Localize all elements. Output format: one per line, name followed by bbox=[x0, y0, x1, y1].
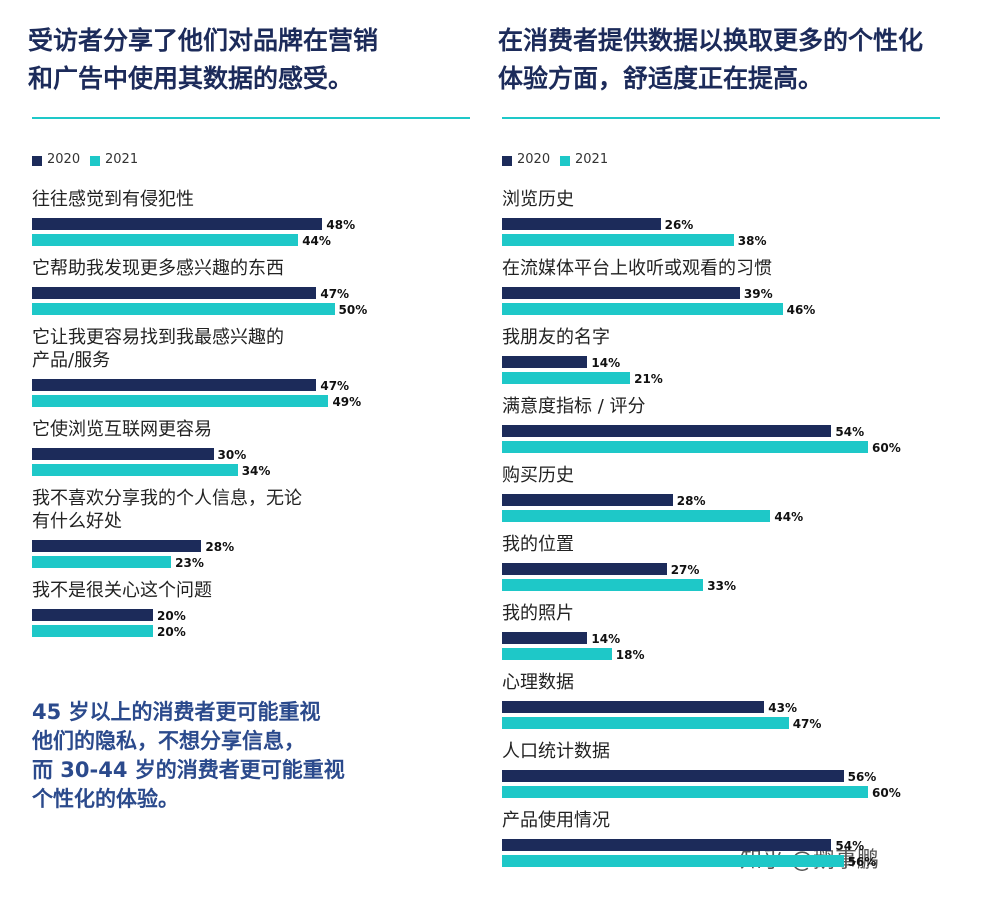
bar bbox=[502, 234, 734, 246]
legend-label: 2020 bbox=[47, 152, 81, 167]
bar bbox=[502, 579, 704, 591]
value-label: 47% bbox=[320, 379, 350, 393]
value-label: 14% bbox=[591, 632, 621, 646]
category-label: 我朋友的名字 bbox=[502, 327, 610, 348]
legend-label: 2020 bbox=[517, 152, 551, 167]
bar bbox=[502, 563, 667, 575]
value-label: 14% bbox=[591, 356, 621, 370]
value-label: 27% bbox=[670, 563, 700, 577]
bar bbox=[502, 441, 868, 453]
legend-label: 2021 bbox=[575, 152, 609, 167]
value-label: 18% bbox=[615, 648, 645, 662]
value-label: 54% bbox=[835, 425, 865, 439]
value-label: 50% bbox=[338, 303, 368, 317]
value-label: 21% bbox=[634, 372, 663, 386]
category-label: 它使浏览互联网更容易 bbox=[32, 419, 212, 440]
legend-swatch bbox=[90, 156, 100, 166]
divider bbox=[502, 117, 940, 119]
category-label: 它让我更容易找到我最感兴趣的 产品/服务 bbox=[32, 327, 284, 371]
bar bbox=[502, 494, 673, 506]
value-label: 44% bbox=[302, 234, 331, 248]
value-label: 30% bbox=[217, 448, 247, 462]
chart-title: 在消费者提供数据以换取更多的个性化 体验方面，舒适度正在提高。 bbox=[498, 26, 924, 93]
legend-swatch bbox=[502, 156, 512, 166]
bar bbox=[502, 648, 612, 660]
value-label: 56% bbox=[847, 770, 877, 784]
bar bbox=[32, 448, 214, 460]
value-label: 28% bbox=[205, 540, 235, 554]
value-label: 23% bbox=[175, 556, 204, 570]
chart-title: 受访者分享了他们对品牌在营销 和广告中使用其数据的感受。 bbox=[28, 26, 379, 93]
bar bbox=[32, 556, 172, 568]
category-label: 心理数据 bbox=[502, 672, 574, 693]
category-label: 我的位置 bbox=[502, 534, 574, 555]
value-label: 20% bbox=[157, 609, 186, 623]
bar bbox=[32, 303, 335, 315]
value-label: 38% bbox=[737, 234, 767, 248]
bar bbox=[32, 234, 299, 246]
value-label: 26% bbox=[664, 218, 694, 232]
value-label: 60% bbox=[872, 441, 901, 455]
value-label: 43% bbox=[768, 701, 798, 715]
value-label: 54% bbox=[835, 839, 865, 853]
bar bbox=[502, 632, 588, 644]
legend-label: 2021 bbox=[105, 152, 139, 167]
bar bbox=[32, 287, 317, 299]
bar bbox=[32, 625, 153, 637]
category-label: 产品使用情况 bbox=[502, 810, 610, 831]
category-label: 它帮助我发现更多感兴趣的东西 bbox=[32, 258, 284, 279]
bar bbox=[502, 287, 740, 299]
value-label: 46% bbox=[786, 303, 816, 317]
bar bbox=[502, 839, 832, 851]
bar bbox=[32, 609, 153, 621]
bar bbox=[502, 770, 844, 782]
value-label: 33% bbox=[707, 579, 737, 593]
value-label: 60% bbox=[872, 786, 901, 800]
category-label: 往往感觉到有侵犯性 bbox=[32, 189, 194, 210]
category-label: 在流媒体平台上收听或观看的习惯 bbox=[502, 258, 772, 279]
bar bbox=[32, 379, 317, 391]
bar bbox=[32, 464, 238, 476]
category-label: 浏览历史 bbox=[502, 189, 574, 210]
bar bbox=[502, 786, 868, 798]
bar bbox=[502, 855, 844, 867]
bar bbox=[32, 395, 329, 407]
value-label: 28% bbox=[676, 494, 706, 508]
value-label: 44% bbox=[774, 510, 804, 524]
category-label: 人口统计数据 bbox=[502, 741, 610, 762]
bar bbox=[502, 717, 789, 729]
value-label: 56% bbox=[847, 855, 877, 869]
bar bbox=[502, 303, 783, 315]
category-label: 我不喜欢分享我的个人信息，无论 有什么好处 bbox=[32, 488, 302, 532]
value-label: 47% bbox=[792, 717, 822, 731]
bar bbox=[502, 510, 771, 522]
legend-swatch bbox=[560, 156, 570, 166]
callout-note: 45 岁以上的消费者更可能重视 他们的隐私，不想分享信息， 而 30-44 岁的… bbox=[32, 700, 345, 811]
bar bbox=[32, 218, 323, 230]
value-label: 47% bbox=[320, 287, 350, 301]
value-label: 48% bbox=[326, 218, 356, 232]
bar bbox=[502, 356, 588, 368]
value-label: 49% bbox=[332, 395, 362, 409]
category-label: 我的照片 bbox=[502, 603, 574, 624]
bar bbox=[502, 425, 832, 437]
bar bbox=[502, 218, 661, 230]
value-label: 39% bbox=[743, 287, 773, 301]
category-label: 满意度指标 / 评分 bbox=[502, 396, 646, 417]
value-label: 34% bbox=[241, 464, 271, 478]
category-label: 购买历史 bbox=[502, 465, 574, 486]
divider bbox=[32, 117, 470, 119]
bar bbox=[32, 540, 202, 552]
bar bbox=[502, 372, 631, 384]
legend-swatch bbox=[32, 156, 42, 166]
value-label: 20% bbox=[157, 625, 186, 639]
category-label: 我不是很关心这个问题 bbox=[32, 580, 212, 601]
bar bbox=[502, 701, 765, 713]
